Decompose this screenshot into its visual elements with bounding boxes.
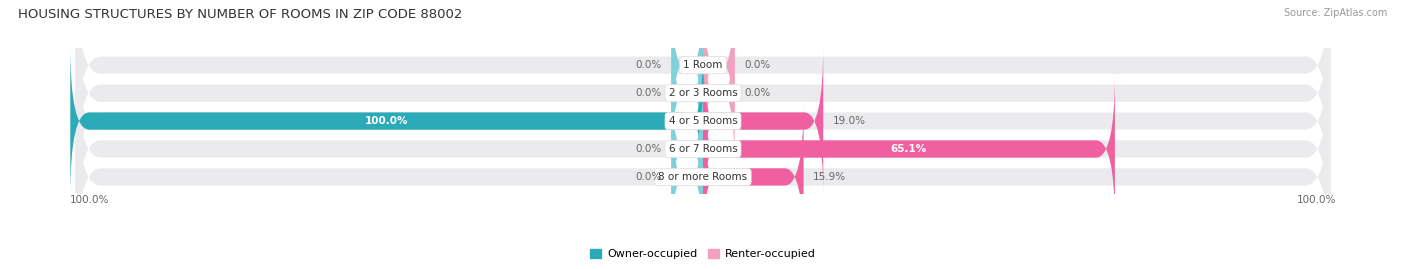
Text: 15.9%: 15.9% — [813, 172, 846, 182]
Text: 0.0%: 0.0% — [636, 144, 662, 154]
Text: 0.0%: 0.0% — [744, 88, 770, 98]
FancyBboxPatch shape — [672, 102, 703, 252]
Text: 0.0%: 0.0% — [636, 60, 662, 70]
Text: 4 or 5 Rooms: 4 or 5 Rooms — [669, 116, 737, 126]
Text: 100.0%: 100.0% — [70, 195, 110, 205]
FancyBboxPatch shape — [76, 46, 1330, 252]
Text: 2 or 3 Rooms: 2 or 3 Rooms — [669, 88, 737, 98]
FancyBboxPatch shape — [672, 18, 703, 168]
Text: 0.0%: 0.0% — [744, 60, 770, 70]
Text: 0.0%: 0.0% — [636, 172, 662, 182]
FancyBboxPatch shape — [76, 0, 1330, 196]
Text: 65.1%: 65.1% — [891, 144, 927, 154]
Text: 1 Room: 1 Room — [683, 60, 723, 70]
FancyBboxPatch shape — [703, 0, 734, 140]
Text: HOUSING STRUCTURES BY NUMBER OF ROOMS IN ZIP CODE 88002: HOUSING STRUCTURES BY NUMBER OF ROOMS IN… — [18, 8, 463, 21]
Text: 19.0%: 19.0% — [832, 116, 866, 126]
Text: 8 or more Rooms: 8 or more Rooms — [658, 172, 748, 182]
FancyBboxPatch shape — [70, 46, 703, 196]
FancyBboxPatch shape — [703, 18, 734, 168]
FancyBboxPatch shape — [76, 18, 1330, 224]
FancyBboxPatch shape — [703, 74, 1115, 224]
Legend: Owner-occupied, Renter-occupied: Owner-occupied, Renter-occupied — [586, 245, 820, 264]
FancyBboxPatch shape — [672, 0, 703, 140]
Text: 6 or 7 Rooms: 6 or 7 Rooms — [669, 144, 737, 154]
FancyBboxPatch shape — [703, 46, 824, 196]
FancyBboxPatch shape — [76, 74, 1330, 269]
Text: 0.0%: 0.0% — [636, 88, 662, 98]
Text: 100.0%: 100.0% — [1296, 195, 1336, 205]
FancyBboxPatch shape — [703, 102, 804, 252]
Text: 100.0%: 100.0% — [366, 116, 408, 126]
FancyBboxPatch shape — [76, 0, 1330, 168]
Text: Source: ZipAtlas.com: Source: ZipAtlas.com — [1284, 8, 1388, 18]
FancyBboxPatch shape — [672, 74, 703, 224]
